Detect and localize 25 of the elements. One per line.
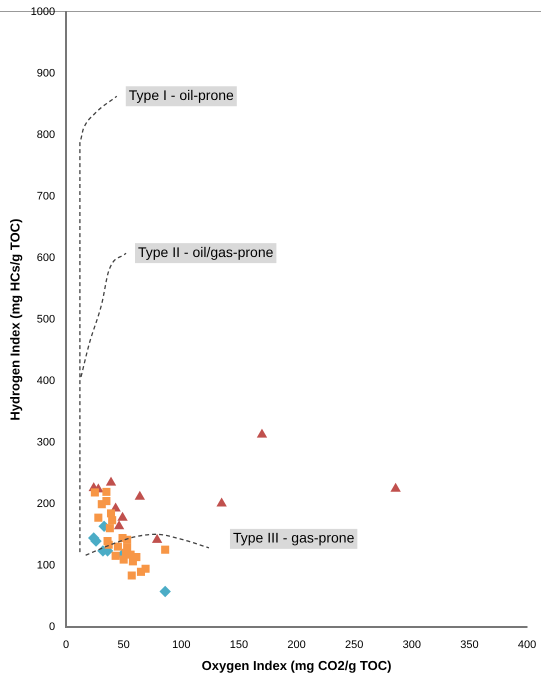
y-tick-label: 800 — [36, 129, 56, 142]
x-tick-label: 250 — [344, 638, 364, 651]
x-axis-title: Oxygen Index (mg CO2/g TOC) — [202, 658, 392, 673]
x-tick-label: 50 — [118, 638, 130, 651]
x-tick-label: 300 — [402, 638, 421, 651]
x-tick-label: 400 — [518, 638, 536, 651]
x-tick-label: 100 — [172, 638, 190, 651]
y-tick-label: 200 — [36, 498, 56, 510]
y-tick-label: 0 — [48, 621, 56, 634]
annotation: Type III - gas-prone — [232, 530, 355, 546]
x-tick-label: 350 — [460, 638, 479, 651]
annotation: Type II - oil/gas-prone — [138, 244, 274, 260]
y-tick-label: 300 — [36, 436, 56, 449]
y-tick-label: 700 — [36, 190, 56, 203]
y-tick-label: 900 — [36, 68, 56, 80]
x-tick-label: 0 — [63, 638, 70, 651]
x-tick-label: 150 — [230, 638, 248, 651]
y-tick-label: 400 — [36, 375, 56, 388]
y-tick-label: 100 — [36, 560, 56, 572]
x-tick-label: 200 — [287, 638, 306, 651]
y-tick-label: 1000 — [30, 6, 56, 18]
y-tick-label: 600 — [36, 252, 56, 264]
annotation: Type I - oil-prone — [128, 87, 234, 104]
y-tick-label: 500 — [36, 314, 56, 326]
y-axis-title: Hydrogen Index (mg HCs/g TOC) — [7, 218, 22, 421]
